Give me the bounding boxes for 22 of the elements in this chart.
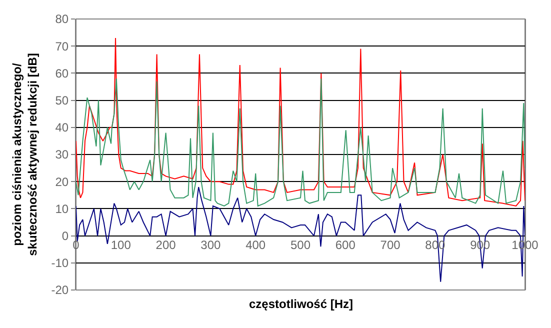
y-tick-label: 0 (62, 229, 69, 243)
y-tick-label: 70 (55, 39, 69, 54)
y-tick-label: -20 (51, 283, 69, 298)
x-tick-label: 600 (335, 238, 356, 252)
y-tick-label: 40 (55, 120, 69, 135)
y-tick-label: -10 (51, 256, 69, 270)
y-tick-label: 10 (55, 202, 69, 216)
x-tick-label: 700 (380, 238, 401, 252)
line-series (76, 78, 525, 206)
x-tick-label: 100 (110, 238, 132, 252)
y-tick-label: 60 (55, 66, 69, 80)
y-tick-label: 20 (55, 174, 69, 189)
x-tick-label: 400 (246, 238, 266, 252)
y-tick-label: 50 (55, 94, 69, 108)
y-axis-title: poziom ciśnienia akustycznego/ skuteczność aktywnej redukcji [dB] (10, 53, 40, 256)
x-tick-label: 500 (290, 238, 311, 252)
x-axis-title: częstotliwość [Hz] (249, 297, 354, 311)
line-series (76, 37, 525, 206)
y-tick-label: 80 (55, 12, 69, 26)
y-tick-label: 30 (55, 148, 69, 162)
x-tick-label: 300 (200, 238, 222, 252)
x-tick-label: 200 (156, 238, 176, 252)
